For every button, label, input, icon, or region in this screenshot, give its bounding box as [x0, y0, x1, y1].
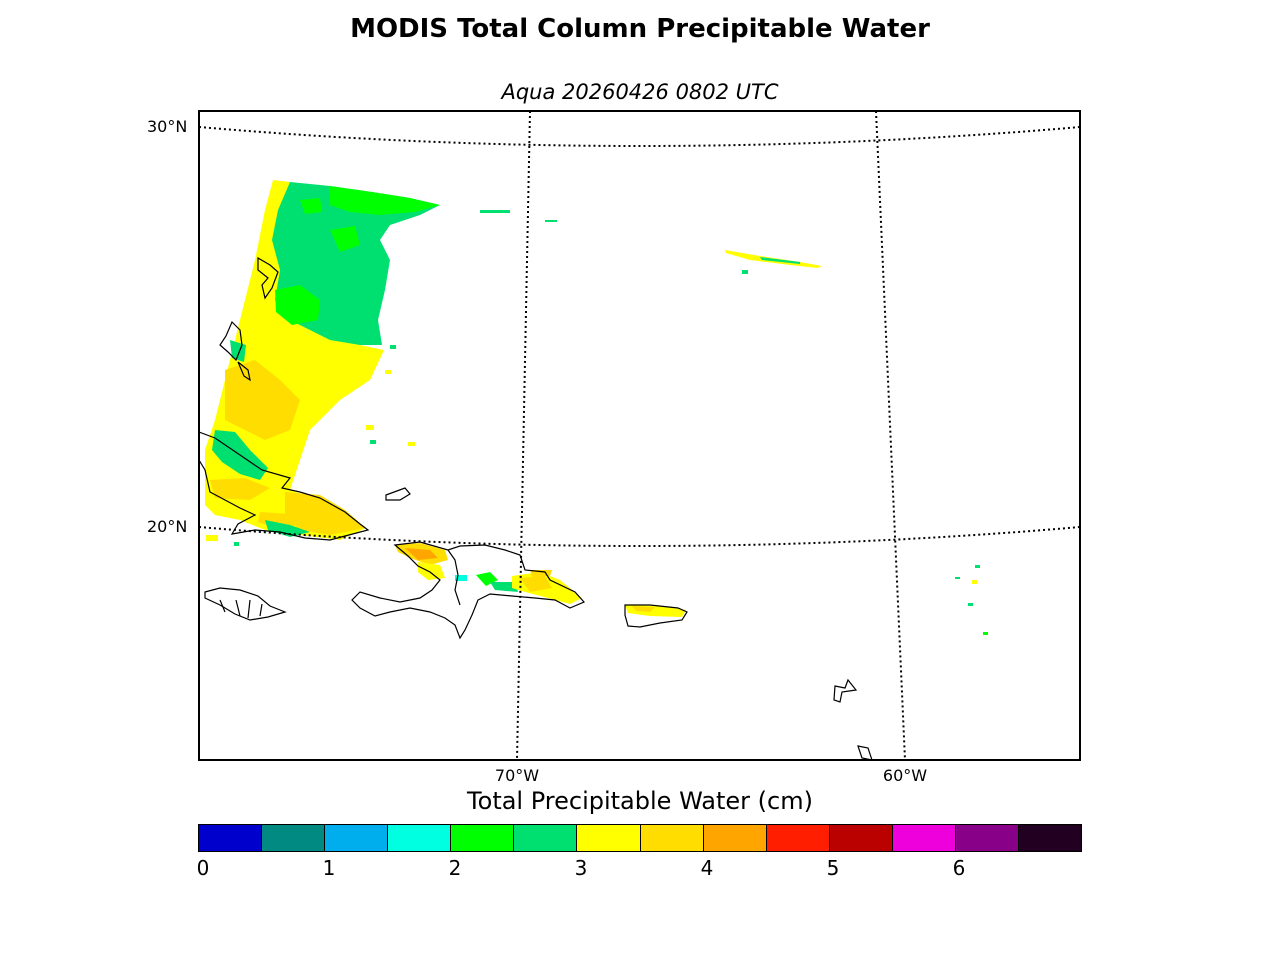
pw-small-swath	[760, 257, 800, 264]
coastline-haiti-dr-border	[447, 549, 461, 606]
colorbar-segment	[577, 825, 641, 851]
colorbar-segment	[640, 825, 704, 851]
pw-swath	[205, 180, 557, 546]
colorbar-segment	[766, 825, 830, 851]
colorbar-segment	[262, 825, 326, 851]
graticule	[199, 111, 1080, 760]
colorbar-tick-label: 0	[196, 856, 210, 880]
colorbar-tick-label: 6	[952, 856, 966, 880]
colorbar-tick-label: 2	[448, 856, 462, 880]
colorbar-tick-label: 5	[826, 856, 840, 880]
coastline-bahamas	[257, 256, 279, 300]
pw-bright-green-region	[330, 226, 360, 252]
coastline-jamaica-parishes	[219, 599, 263, 619]
colorbar-segment	[514, 825, 578, 851]
pw-hispaniola-region	[490, 582, 518, 592]
pw-gold-region	[210, 478, 270, 500]
colorbar-tick-label: 3	[574, 856, 588, 880]
map-frame	[198, 110, 1081, 761]
pw-hispaniola-region	[405, 548, 438, 560]
pw-bright-green-region	[275, 285, 320, 325]
chart-subtitle: Aqua 20260426 0802 UTC	[501, 80, 779, 104]
colorbar-segment	[955, 825, 1020, 851]
pw-specks	[206, 210, 557, 546]
coastline-dominica	[857, 745, 873, 760]
coastline-inagua	[385, 487, 411, 501]
lon-label-60w: 60°W	[882, 766, 928, 785]
pw-puerto-rico-region	[632, 606, 655, 612]
colorbar-segment	[388, 825, 452, 851]
coastline-hispaniola	[351, 541, 586, 640]
colorbar-tick-label: 4	[700, 856, 714, 880]
meridian-60w	[875, 111, 906, 760]
pw-gold-region	[285, 492, 365, 535]
chart-title: MODIS Total Column Precipitable Water	[350, 14, 930, 44]
pw-green-region	[265, 520, 310, 537]
coastlines	[199, 256, 873, 760]
lon-label-70w: 70°W	[494, 766, 540, 785]
parallel-30n	[199, 126, 1080, 147]
colorbar-segment	[199, 825, 263, 851]
pw-hispaniola-region	[418, 562, 445, 580]
pw-hispaniola-region	[520, 576, 552, 592]
meridian-70w	[516, 111, 531, 760]
pw-bright-green-region	[330, 186, 440, 215]
colorbar-segment	[1019, 825, 1082, 851]
colorbar-segment	[703, 825, 767, 851]
coastline-puerto-rico	[624, 604, 688, 628]
colorbar-segment	[451, 825, 515, 851]
colorbar-title: Total Precipitable Water (cm)	[467, 787, 813, 815]
colorbar-tick-label: 1	[322, 856, 336, 880]
pw-gold-region	[225, 360, 300, 440]
lat-label-30n: 30°N	[147, 117, 188, 136]
colorbar-segment	[892, 825, 956, 851]
coastline-bahamas	[219, 320, 243, 362]
pw-bright-green-region	[300, 198, 322, 214]
coastline-guadeloupe	[833, 678, 858, 703]
parallel-20n	[199, 526, 1080, 547]
colorbar-segment	[325, 825, 389, 851]
coastline-cuba	[199, 431, 370, 541]
lat-label-20n: 20°N	[147, 517, 188, 536]
colorbar	[198, 824, 1082, 852]
colorbar-segment	[829, 825, 893, 851]
coastline-jamaica	[204, 587, 287, 621]
coastline-bahamas	[237, 361, 251, 382]
